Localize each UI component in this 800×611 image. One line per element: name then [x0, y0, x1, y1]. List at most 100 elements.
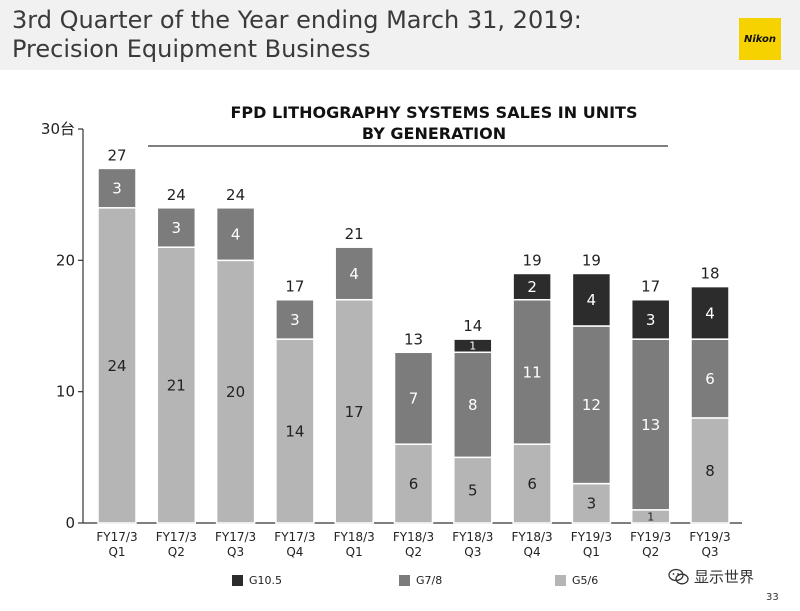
bar-segment — [156, 207, 197, 248]
bar-segment-label: 3 — [172, 219, 182, 237]
bar-segment — [275, 298, 315, 340]
bar-segment — [393, 351, 434, 445]
bar-segment-label: 7 — [409, 390, 419, 408]
bar-segment — [453, 338, 493, 354]
bar-segment-label: 24 — [107, 357, 126, 375]
stacked-bar-chart: 0102030台24327FY17/3Q121324FY17/3Q220424F… — [41, 120, 742, 559]
x-category-label: FY19/3 — [689, 530, 730, 544]
bar-total-label: 17 — [285, 278, 304, 296]
bar-segment — [156, 246, 197, 524]
bar-segment-label: 2 — [527, 278, 537, 296]
y-tick-label: 30台 — [41, 120, 75, 138]
bar-segment — [97, 167, 137, 209]
wechat-icon — [668, 568, 690, 586]
x-category-label: Q3 — [701, 545, 718, 559]
x-category-label: FY17/3 — [156, 530, 197, 544]
x-category-label: FY18/3 — [393, 530, 434, 544]
x-category-label: Q1 — [108, 545, 125, 559]
y-tick-label: 0 — [65, 514, 75, 532]
bar-segment — [512, 443, 552, 524]
bar-segment — [215, 259, 256, 524]
bar-total-label: 24 — [226, 186, 245, 204]
bar-segment — [690, 417, 730, 524]
nikon-logo: Nikon — [739, 18, 781, 60]
bar-total-label: 17 — [641, 278, 660, 296]
x-category-label: FY19/3 — [571, 530, 612, 544]
bar-total-label: 21 — [345, 225, 364, 243]
legend-item-g5-6: G5/6 — [555, 574, 598, 587]
bar-segment-label: 4 — [705, 304, 715, 322]
x-category-label: Q4 — [286, 545, 303, 559]
bar-total-label: 24 — [167, 186, 186, 204]
bar-segment-label: 8 — [468, 396, 478, 414]
slide-title: 3rd Quarter of the Year ending March 31,… — [12, 6, 582, 63]
legend-swatch-g10-5 — [232, 575, 243, 586]
x-category-label: FY17/3 — [215, 530, 256, 544]
legend-label-g5-6: G5/6 — [572, 574, 599, 587]
bar-segment — [215, 207, 256, 262]
bar-segment-label: 4 — [231, 225, 241, 243]
y-tick-label: 20 — [56, 251, 75, 269]
bar-segment-label: 6 — [527, 475, 537, 493]
bar-segment — [571, 272, 612, 327]
x-category-label: FY19/3 — [630, 530, 671, 544]
bar-total-label: 27 — [107, 146, 126, 164]
bar-segment — [97, 207, 137, 524]
bar-segment — [690, 285, 730, 340]
legend-item-g7-8: G7/8 — [399, 574, 442, 587]
watermark-text: 显示世界 — [694, 568, 755, 586]
x-category-label: Q2 — [642, 545, 659, 559]
bar-segment-label: 6 — [705, 370, 715, 388]
bar-segment — [453, 456, 493, 524]
bar-segment-label: 3 — [290, 311, 300, 329]
bar-segment — [334, 246, 374, 301]
bar-total-label: 14 — [463, 317, 482, 335]
bar-segment-label: 3 — [646, 311, 656, 329]
bar-segment-label: 5 — [468, 482, 478, 500]
bar-segment-label: 21 — [167, 377, 186, 395]
legend-label-g10-5: G10.5 — [249, 574, 283, 587]
legend-swatch-g5-6 — [555, 575, 566, 586]
bar-segment-label: 14 — [285, 422, 304, 440]
y-tick-label: 10 — [56, 383, 75, 401]
chart-legend: G10.5 G7/8 G5/6 — [0, 574, 800, 594]
slide-header: 3rd Quarter of the Year ending March 31,… — [0, 0, 800, 70]
x-category-label: Q1 — [346, 545, 363, 559]
page-number: 33 — [766, 592, 779, 603]
bar-segment-label: 4 — [349, 265, 359, 283]
x-category-label: FY17/3 — [96, 530, 137, 544]
legend-swatch-g7-8 — [399, 575, 410, 586]
bar-segment-label: 6 — [409, 475, 419, 493]
bar-segment-label: 13 — [641, 416, 660, 434]
bar-segment-label: 3 — [587, 495, 597, 513]
bar-segment-label: 1 — [647, 510, 654, 523]
bar-total-label: 19 — [523, 251, 542, 269]
bar-segment-label: 8 — [705, 462, 715, 480]
x-category-label: Q3 — [464, 545, 481, 559]
bar-segment-label: 11 — [523, 363, 542, 381]
bar-segment — [334, 298, 374, 524]
legend-item-g10-5: G10.5 — [232, 574, 282, 587]
legend-label-g7-8: G7/8 — [416, 574, 443, 587]
bar-segment — [630, 298, 671, 340]
x-category-label: FY18/3 — [334, 530, 375, 544]
nikon-logo-text: Nikon — [743, 33, 777, 45]
bar-segment-label: 4 — [587, 291, 597, 309]
x-category-label: Q4 — [524, 545, 541, 559]
x-category-label: Q3 — [227, 545, 244, 559]
bar-segment — [630, 338, 671, 511]
bar-segment-label: 1 — [469, 340, 476, 353]
bar-segment-label: 20 — [226, 383, 245, 401]
bar-total-label: 19 — [582, 251, 601, 269]
x-category-label: FY17/3 — [274, 530, 315, 544]
x-category-label: Q2 — [405, 545, 422, 559]
x-category-label: FY18/3 — [452, 530, 493, 544]
bar-segment-label: 12 — [582, 396, 601, 414]
watermark: 显示世界 — [668, 566, 754, 587]
bar-segment — [512, 298, 552, 445]
x-category-label: FY18/3 — [512, 530, 553, 544]
bar-total-label: 13 — [404, 330, 423, 348]
bar-segment-label: 17 — [345, 403, 364, 421]
x-category-label: Q2 — [168, 545, 185, 559]
bar-segment-label: 3 — [112, 180, 122, 198]
